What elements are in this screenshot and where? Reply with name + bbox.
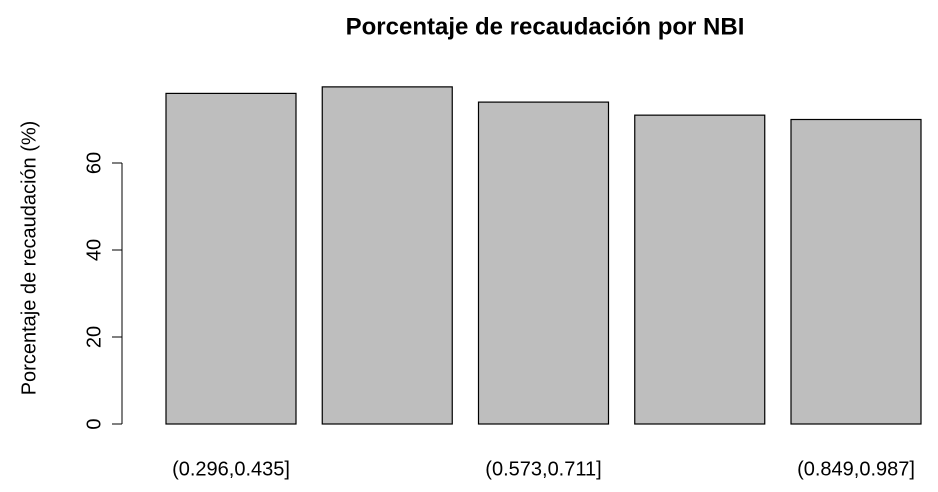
x-tick-label: (0.296,0.435] — [172, 458, 290, 480]
y-tick-label: 0 — [83, 418, 105, 429]
x-tick-label: (0.849,0.987] — [797, 458, 915, 480]
y-tick-label: 40 — [83, 239, 105, 261]
bar — [634, 114, 766, 425]
x-tick-label: (0.573,0.711] — [485, 458, 601, 480]
y-tick-label: 60 — [83, 152, 105, 174]
y-axis-label: Porcentaje de recaudación (%) — [18, 121, 40, 396]
bar — [165, 92, 297, 425]
chart-title: Porcentaje de recaudación por NBI — [346, 13, 745, 40]
bar — [321, 86, 453, 425]
y-tick-label: 20 — [83, 326, 105, 348]
bar — [790, 118, 922, 425]
bar — [477, 101, 610, 425]
